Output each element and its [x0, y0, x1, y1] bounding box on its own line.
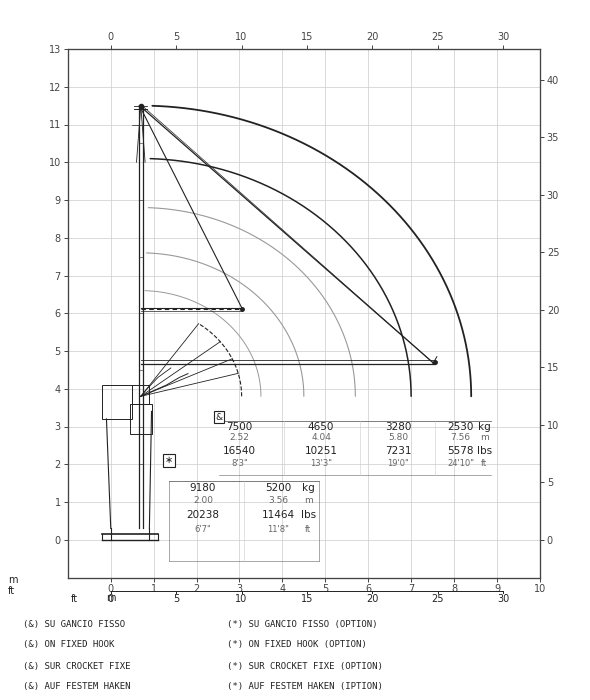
Text: ft: ft: [8, 587, 15, 596]
Text: 7.56: 7.56: [450, 433, 471, 442]
Text: (&) AUF FESTEM HAKEN: (&) AUF FESTEM HAKEN: [23, 682, 130, 692]
Text: 4650: 4650: [308, 421, 334, 431]
Text: 24'10": 24'10": [447, 458, 474, 468]
Text: 8'3": 8'3": [231, 458, 248, 468]
Text: (&) SU GANCIO FISSO: (&) SU GANCIO FISSO: [23, 620, 125, 629]
Text: ft: ft: [481, 458, 487, 468]
Text: 4.04: 4.04: [311, 433, 331, 442]
Text: &: &: [215, 412, 222, 421]
Text: m: m: [480, 433, 489, 442]
Text: m: m: [106, 594, 116, 603]
Text: 15: 15: [301, 594, 313, 604]
Text: 5.80: 5.80: [388, 433, 408, 442]
Text: kg: kg: [301, 483, 314, 493]
Text: 2.52: 2.52: [230, 433, 250, 442]
Text: 7231: 7231: [385, 446, 411, 456]
Text: 20: 20: [366, 594, 379, 604]
Text: 3.56: 3.56: [268, 496, 288, 505]
Text: 30: 30: [497, 594, 509, 604]
Text: 25: 25: [431, 594, 444, 604]
Bar: [132, 385, 149, 404]
Text: 20238: 20238: [186, 510, 219, 520]
Text: (&) ON FIXED HOOK: (&) ON FIXED HOOK: [23, 640, 114, 650]
Text: (*) SUR CROCKET FIXE (OPTION): (*) SUR CROCKET FIXE (OPTION): [227, 662, 383, 671]
Text: 11'8": 11'8": [267, 525, 289, 533]
Text: 2.00: 2.00: [193, 496, 213, 505]
Text: (&) SUR CROCKET FIXE: (&) SUR CROCKET FIXE: [23, 662, 130, 671]
Text: 10251: 10251: [304, 446, 337, 456]
Text: 10: 10: [235, 594, 248, 604]
Text: 7500: 7500: [227, 421, 253, 431]
Text: 0: 0: [108, 594, 114, 604]
Text: m: m: [304, 496, 313, 505]
Text: 11464: 11464: [261, 510, 294, 520]
Text: 13'3": 13'3": [310, 458, 332, 468]
Text: lbs: lbs: [300, 510, 316, 520]
Text: 16540: 16540: [223, 446, 256, 456]
Text: ∗: ∗: [165, 456, 173, 466]
Text: 5: 5: [173, 594, 179, 604]
Text: m: m: [8, 575, 17, 584]
Bar: [130, 404, 152, 434]
Text: 9180: 9180: [190, 483, 216, 493]
Text: 6'7": 6'7": [195, 525, 211, 533]
Text: kg: kg: [478, 421, 490, 431]
Text: 2530: 2530: [447, 421, 474, 431]
Text: (*) ON FIXED HOOK (OPTION): (*) ON FIXED HOOK (OPTION): [227, 640, 367, 650]
Text: (*) AUF FESTEM HAKEN (IPTION): (*) AUF FESTEM HAKEN (IPTION): [227, 682, 383, 692]
Text: (*) SU GANCIO FISSO (OPTION): (*) SU GANCIO FISSO (OPTION): [227, 620, 378, 629]
Text: 3280: 3280: [385, 421, 411, 431]
Bar: [102, 385, 132, 419]
Text: 5578: 5578: [447, 446, 474, 456]
Text: 5200: 5200: [265, 483, 291, 493]
Text: 19'0": 19'0": [388, 458, 409, 468]
Text: lbs: lbs: [477, 446, 491, 456]
Text: ft: ft: [71, 594, 78, 604]
Text: ft: ft: [305, 525, 311, 533]
